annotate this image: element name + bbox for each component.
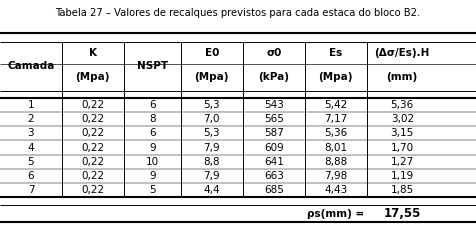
Text: Tabela 27 – Valores de recalques previstos para cada estaca do bloco B2.: Tabela 27 – Valores de recalques previst… [55,8,421,18]
Text: 5,42: 5,42 [324,100,347,110]
Text: 1,70: 1,70 [391,143,414,153]
Text: K: K [89,47,97,58]
Text: 1,85: 1,85 [391,185,414,195]
Text: (kPa): (kPa) [258,72,289,82]
Text: 7,98: 7,98 [324,171,347,181]
Text: 7: 7 [28,185,34,195]
Text: 9: 9 [149,171,156,181]
Text: 1: 1 [28,100,34,110]
Text: 4: 4 [28,143,34,153]
Text: (Δσ/Es).H: (Δσ/Es).H [375,47,430,58]
Text: 4,43: 4,43 [324,185,347,195]
Text: 0,22: 0,22 [81,114,104,124]
Text: 0,22: 0,22 [81,143,104,153]
Text: (Mpa): (Mpa) [318,72,353,82]
Text: 1,19: 1,19 [391,171,414,181]
Text: 8,01: 8,01 [324,143,347,153]
Text: 587: 587 [264,128,284,138]
Text: 609: 609 [264,143,284,153]
Text: 0,22: 0,22 [81,128,104,138]
Text: 8: 8 [149,114,156,124]
Text: 663: 663 [264,171,284,181]
Text: 5,3: 5,3 [204,128,220,138]
Text: 8,8: 8,8 [204,157,220,167]
Text: ρs(mm) =: ρs(mm) = [307,209,364,219]
Text: 17,55: 17,55 [384,207,421,220]
Text: 3: 3 [28,128,34,138]
Text: 565: 565 [264,114,284,124]
Text: 2: 2 [28,114,34,124]
Text: σ0: σ0 [266,47,281,58]
Text: 5,36: 5,36 [324,128,347,138]
Text: 7,9: 7,9 [204,171,220,181]
Text: (Mpa): (Mpa) [76,72,110,82]
Text: 4,4: 4,4 [204,185,220,195]
Text: (mm): (mm) [387,72,418,82]
Text: 0,22: 0,22 [81,100,104,110]
Text: 0,22: 0,22 [81,171,104,181]
Text: E0: E0 [205,47,219,58]
Text: 7,17: 7,17 [324,114,347,124]
Text: Es: Es [329,47,342,58]
Text: (Mpa): (Mpa) [195,72,229,82]
Text: NSPT: NSPT [137,61,168,72]
Text: 5,36: 5,36 [391,100,414,110]
Text: 543: 543 [264,100,284,110]
Text: 6: 6 [149,100,156,110]
Text: 8,88: 8,88 [324,157,347,167]
Text: 5: 5 [28,157,34,167]
Text: Camada: Camada [7,61,55,72]
Text: 3,15: 3,15 [391,128,414,138]
Text: 3,02: 3,02 [391,114,414,124]
Text: 5,3: 5,3 [204,100,220,110]
Text: 6: 6 [149,128,156,138]
Text: 7,9: 7,9 [204,143,220,153]
Text: 6: 6 [28,171,34,181]
Text: 0,22: 0,22 [81,185,104,195]
Text: 7,0: 7,0 [204,114,220,124]
Text: 9: 9 [149,143,156,153]
Text: 641: 641 [264,157,284,167]
Text: 1,27: 1,27 [391,157,414,167]
Text: 10: 10 [146,157,159,167]
Text: 0,22: 0,22 [81,157,104,167]
Text: 685: 685 [264,185,284,195]
Text: 5: 5 [149,185,156,195]
